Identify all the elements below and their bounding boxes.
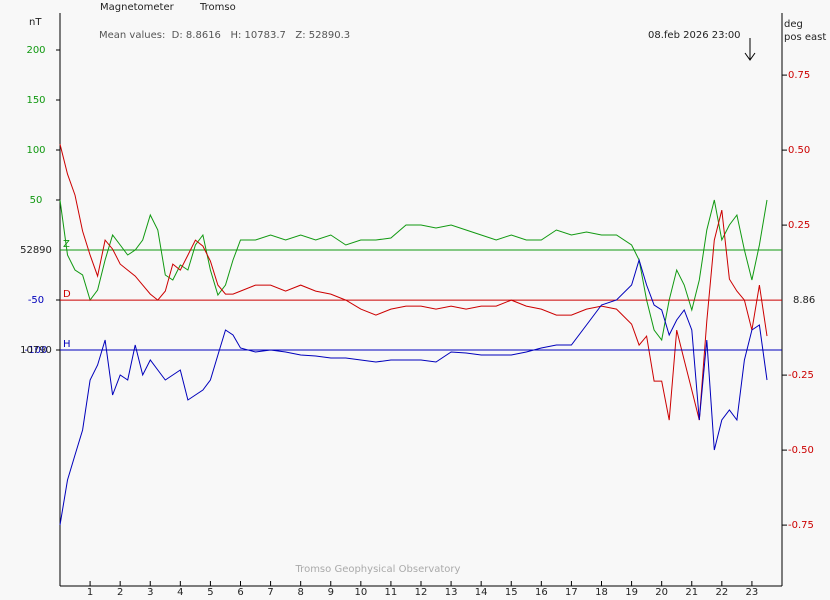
timestamp: 08.feb 2026 23:00: [648, 30, 741, 41]
x-tick-label: 1: [87, 587, 93, 598]
x-tick-label: 22: [715, 587, 728, 598]
y2-tick-label: -0.50: [788, 445, 814, 456]
x-tick-label: 16: [535, 587, 548, 598]
series-line: [59, 199, 768, 342]
x-tick-label: 4: [177, 587, 183, 598]
series-line: [59, 258, 768, 526]
y-tick-label: 150: [26, 95, 45, 106]
x-tick-label: 23: [746, 587, 759, 598]
x-tick-label: 3: [147, 587, 153, 598]
x-tick-label: 21: [685, 587, 698, 598]
series-line: [59, 143, 768, 421]
y2-axis-label: deg: [784, 19, 803, 30]
y-tick-label: -100: [25, 345, 48, 356]
x-tick-label: 7: [267, 587, 273, 598]
x-tick-label: 12: [415, 587, 428, 598]
x-tick-label: 17: [565, 587, 578, 598]
x-tick-label: 19: [625, 587, 638, 598]
subtitle: Mean values: D: 8.8616 H: 10783.7 Z: 528…: [99, 30, 350, 41]
y-tick-label: -50: [28, 295, 44, 306]
y-tick-label: 100: [26, 145, 45, 156]
x-tick-label: 10: [354, 587, 367, 598]
chart-title: Magnetometer: [100, 2, 175, 13]
x-tick-label: 15: [505, 587, 518, 598]
x-tick-label: 13: [445, 587, 458, 598]
y2-tick-label: 0.50: [788, 145, 810, 156]
footer: Tromso Geophysical Observatory: [295, 564, 461, 575]
x-tick-label: 8: [297, 587, 303, 598]
y2-tick-label: -0.75: [788, 520, 814, 531]
station: Tromso: [199, 2, 236, 13]
x-tick-label: 9: [328, 587, 334, 598]
series-label: H: [63, 339, 71, 350]
y2-tick-label: -0.25: [788, 370, 814, 381]
y2-tick-label: 0.75: [788, 70, 810, 81]
x-tick-label: 5: [207, 587, 213, 598]
x-tick-label: 18: [595, 587, 608, 598]
x-tick-label: 6: [237, 587, 243, 598]
x-tick-label: 2: [117, 587, 123, 598]
baseline-label: 8.86: [793, 295, 815, 306]
x-tick-label: 20: [655, 587, 668, 598]
time-arrow: [744, 38, 756, 61]
y-tick-label: 50: [30, 195, 43, 206]
y2-axis-label: pos east: [784, 32, 826, 43]
baseline-label: 52890: [20, 245, 52, 256]
x-tick-label: 14: [475, 587, 488, 598]
series-label: D: [63, 289, 71, 300]
y2-tick-label: 0.25: [788, 220, 810, 231]
y-tick-label: 200: [26, 45, 45, 56]
x-tick-label: 11: [385, 587, 398, 598]
y-axis-label: nT: [29, 17, 42, 28]
baseline-label: 10790: [20, 345, 52, 356]
